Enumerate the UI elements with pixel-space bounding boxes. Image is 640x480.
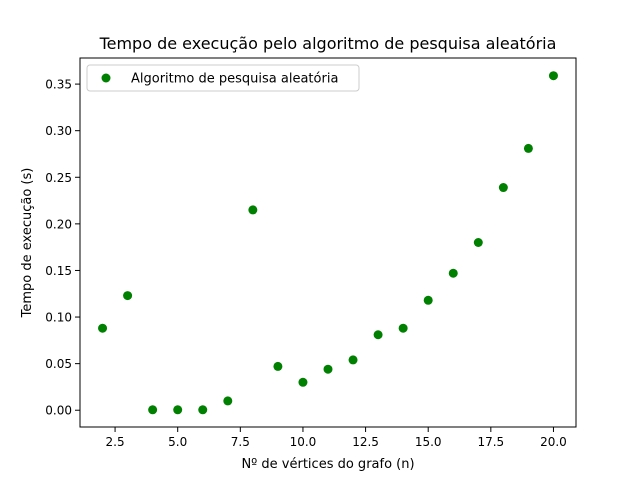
y-tick-label: 0.00 <box>45 404 72 418</box>
x-tick-label: 17.5 <box>477 435 504 449</box>
x-tick-label: 15.0 <box>415 435 442 449</box>
legend-marker <box>101 73 111 83</box>
data-point <box>298 377 308 387</box>
x-tick-label: 5.0 <box>168 435 187 449</box>
data-point <box>198 405 208 415</box>
plot-frame <box>79 57 577 428</box>
x-tick-label: 10.0 <box>290 435 317 449</box>
data-point <box>173 405 183 415</box>
data-point <box>248 205 258 215</box>
data-point <box>473 238 483 247</box>
x-tick-label: 12.5 <box>352 435 379 449</box>
x-tick-label: 20.0 <box>540 435 567 449</box>
data-point <box>548 71 558 81</box>
x-axis: 2.5 5.0 7.5 10.0 12.5 15.0 17.5 20.0 <box>106 427 567 449</box>
data-point <box>373 330 383 340</box>
x-tick-label: 7.5 <box>231 435 250 449</box>
data-point <box>348 355 358 365</box>
legend-label: Algoritmo de pesquisa aleatória <box>131 72 338 87</box>
legend-box <box>86 64 360 92</box>
data-point <box>98 323 108 333</box>
legend: Algoritmo de pesquisa aleatória <box>86 64 360 92</box>
data-point <box>523 143 533 153</box>
y-tick-label: 0.15 <box>45 264 72 278</box>
y-tick-label: 0.30 <box>45 124 72 138</box>
data-point <box>223 396 233 406</box>
data-point <box>423 295 433 305</box>
plot-area <box>79 57 577 428</box>
y-tick-label: 0.05 <box>45 357 72 371</box>
data-point <box>123 291 133 301</box>
y-axis: 0.00 0.05 0.10 0.15 0.20 0.25 0.30 0.35 <box>45 78 80 418</box>
data-point <box>273 361 283 371</box>
data-point <box>398 323 408 333</box>
y-axis-label: Tempo de execução (s) <box>20 168 35 319</box>
y-tick-label: 0.35 <box>45 78 72 92</box>
data-point <box>448 268 458 278</box>
x-tick-label: 2.5 <box>106 435 125 449</box>
data-point <box>148 405 158 415</box>
data-point <box>323 364 333 374</box>
y-tick-label: 0.20 <box>45 217 72 231</box>
data-point <box>498 183 508 193</box>
x-axis-label: Nº de vértices do grafo (n) <box>241 457 414 472</box>
data-points <box>98 71 558 415</box>
y-tick-label: 0.10 <box>45 311 72 325</box>
chart-title: Tempo de execução pelo algoritmo de pesq… <box>99 34 557 53</box>
y-tick-label: 0.25 <box>45 171 72 185</box>
